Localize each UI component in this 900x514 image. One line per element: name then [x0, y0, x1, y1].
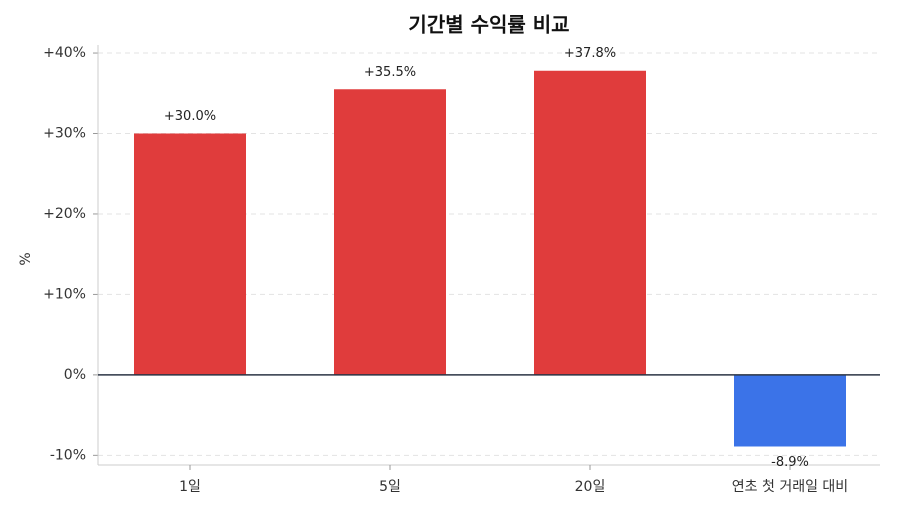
value-label: +30.0%	[164, 109, 216, 124]
y-tick-label: -10%	[50, 447, 86, 463]
y-tick-label: +40%	[43, 45, 86, 61]
value-label: +37.8%	[564, 46, 616, 61]
y-tick-label: +20%	[43, 206, 86, 222]
value-label: -8.9%	[771, 455, 809, 470]
x-tick-label: 5일	[379, 479, 401, 495]
x-tick-label: 20일	[575, 479, 606, 495]
bar	[734, 374, 846, 447]
bar	[134, 133, 246, 375]
bar	[334, 89, 446, 375]
y-tick-label: +10%	[43, 286, 86, 302]
value-label: +35.5%	[364, 65, 416, 80]
y-tick-label: +30%	[43, 126, 86, 142]
x-tick-label: 1일	[179, 479, 201, 495]
y-axis-label: %	[18, 252, 34, 265]
bar	[534, 70, 646, 375]
x-tick-label: 연초 첫 거래일 대비	[732, 479, 848, 495]
y-tick-label: 0%	[64, 367, 86, 383]
chart-title: 기간별 수익률 비교	[408, 13, 569, 37]
